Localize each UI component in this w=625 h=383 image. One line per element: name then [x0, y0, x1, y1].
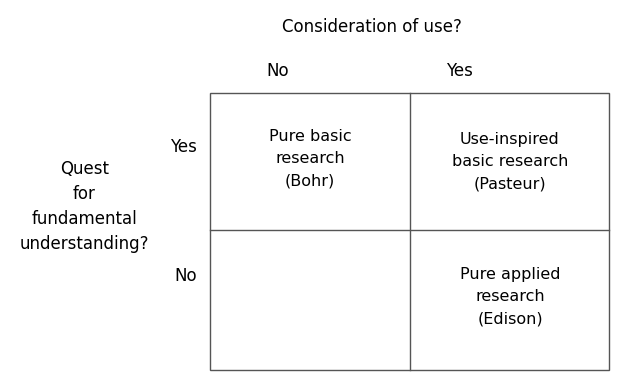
Bar [210, 93, 609, 370]
Text: No: No [267, 62, 289, 80]
Text: understanding?: understanding? [19, 235, 149, 253]
Text: Pure applied
research
(Edison): Pure applied research (Edison) [460, 267, 560, 327]
Text: Quest: Quest [60, 160, 109, 178]
Text: Pure basic
research
(Bohr): Pure basic research (Bohr) [269, 129, 351, 189]
Text: Yes: Yes [170, 139, 197, 156]
Text: fundamental: fundamental [31, 210, 138, 228]
Text: Use-inspired
basic research
(Pasteur): Use-inspired basic research (Pasteur) [452, 132, 568, 192]
Text: Yes: Yes [446, 62, 473, 80]
Text: for: for [73, 185, 96, 203]
Text: Consideration of use?: Consideration of use? [282, 18, 462, 36]
Text: No: No [174, 267, 197, 285]
